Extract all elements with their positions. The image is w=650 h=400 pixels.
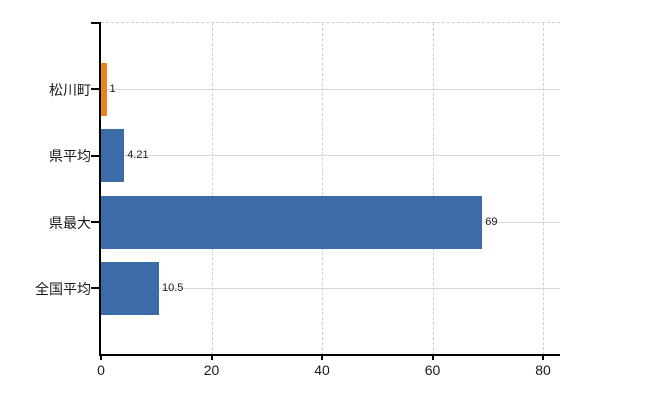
y-axis-label-pref-average: 県平均 <box>49 147 91 164</box>
y-axis-tick <box>91 221 100 223</box>
gridline-x-20 <box>211 23 213 355</box>
x-axis-line <box>99 354 560 356</box>
y-axis-tick <box>91 155 100 157</box>
x-axis-tick <box>431 355 434 360</box>
bar-value-label: 1 <box>109 83 116 95</box>
bar-row-national-average: 10.5 <box>101 262 183 315</box>
x-axis-tick-label: 20 <box>203 362 220 378</box>
bar-row-pref-max: 69 <box>101 196 497 249</box>
y-axis-tick <box>91 287 100 289</box>
x-axis-tick-label: 40 <box>314 362 330 378</box>
bar-row-matsukawa: 1 <box>101 63 116 116</box>
x-axis-tick-label: 0 <box>97 362 105 378</box>
gridline-x-40 <box>322 23 323 355</box>
y-axis-tick <box>91 88 100 90</box>
y-axis-label-national-average: 全国平均 <box>35 280 91 297</box>
bar-pref-max <box>101 196 483 249</box>
gridline-x-60 <box>432 23 434 355</box>
bar-matsukawa <box>101 63 107 116</box>
x-axis-tick-label: 60 <box>424 362 441 378</box>
bar-pref-average <box>101 129 125 182</box>
gridline-row-1 <box>101 89 560 90</box>
gridline-x-80 <box>543 23 544 355</box>
x-axis-tick <box>542 355 544 360</box>
y-axis-label-pref-max: 県最大 <box>49 214 91 231</box>
bar-value-label: 4.21 <box>127 149 149 161</box>
y-axis-label-matsukawa: 松川町 <box>49 81 91 98</box>
y-axis-tick <box>91 22 100 24</box>
y-axis-line <box>99 22 101 356</box>
bar-national-average <box>101 262 159 315</box>
x-axis-tick <box>210 355 213 360</box>
x-axis-tick <box>321 355 323 360</box>
x-axis-tick-label: 80 <box>535 362 551 378</box>
bar-value-label: 10.5 <box>162 282 184 294</box>
plot-area: 1 4.21 69 10.5 松川町 県平均 県最大 全国平均 <box>35 22 560 377</box>
gridline-row-2 <box>101 155 560 156</box>
bar-value-label: 69 <box>485 216 498 228</box>
bar-row-pref-average: 4.21 <box>101 129 149 182</box>
gridline-row-4 <box>101 288 560 289</box>
x-axis-tick <box>100 355 102 360</box>
